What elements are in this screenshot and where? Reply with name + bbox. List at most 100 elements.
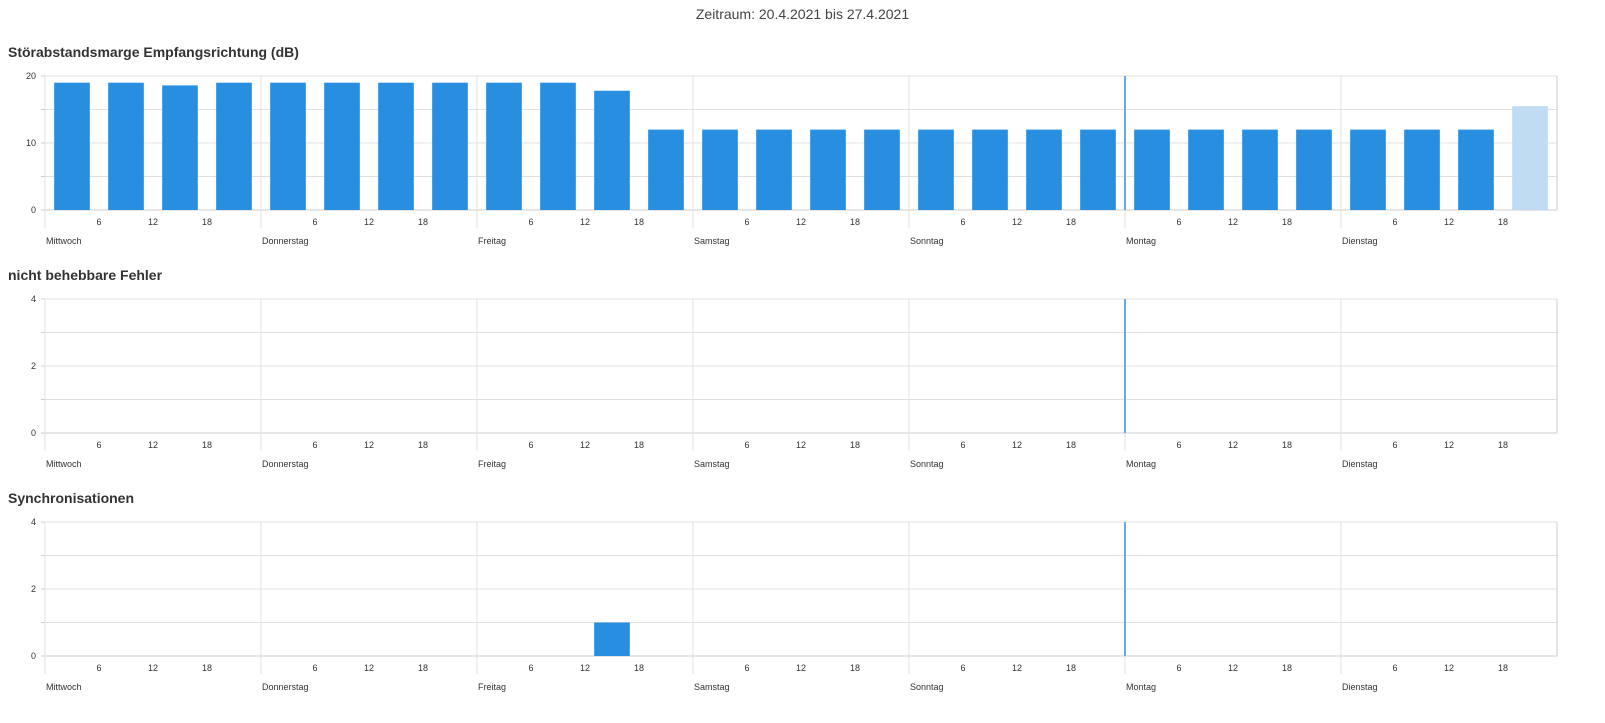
bar xyxy=(972,129,1008,210)
bar xyxy=(648,129,684,210)
day-label: Freitag xyxy=(478,236,506,246)
hour-tick-label: 18 xyxy=(1498,217,1508,227)
hour-tick-label: 6 xyxy=(312,663,317,673)
bar xyxy=(1350,129,1386,210)
hour-tick-label: 12 xyxy=(364,663,374,673)
day-label: Freitag xyxy=(478,459,506,469)
bar xyxy=(162,85,198,210)
hour-tick-label: 12 xyxy=(148,440,158,450)
day-label: Samstag xyxy=(694,682,730,692)
chart-title-sync: Synchronisationen xyxy=(8,490,135,506)
hour-tick-label: 18 xyxy=(418,217,428,227)
bar xyxy=(594,90,630,210)
hour-tick-label: 18 xyxy=(634,663,644,673)
hour-tick-label: 18 xyxy=(1066,663,1076,673)
hour-tick-label: 18 xyxy=(850,663,860,673)
hour-tick-label: 18 xyxy=(1282,440,1292,450)
hour-tick-label: 18 xyxy=(634,440,644,450)
hour-tick-label: 18 xyxy=(1066,440,1076,450)
day-label: Freitag xyxy=(478,682,506,692)
hour-tick-label: 12 xyxy=(580,440,590,450)
hour-tick-label: 18 xyxy=(418,663,428,673)
hour-tick-label: 18 xyxy=(634,217,644,227)
y-tick-label: 4 xyxy=(31,294,36,304)
day-label: Donnerstag xyxy=(262,682,309,692)
hour-tick-label: 6 xyxy=(960,663,965,673)
hour-tick-label: 12 xyxy=(1228,217,1238,227)
hour-tick-label: 12 xyxy=(1012,440,1022,450)
day-label: Dienstag xyxy=(1342,459,1378,469)
hour-tick-label: 6 xyxy=(528,440,533,450)
bar xyxy=(1026,129,1062,210)
day-label: Donnerstag xyxy=(262,459,309,469)
chart-title-errors: nicht behebbare Fehler xyxy=(8,267,163,283)
bar xyxy=(540,82,576,210)
hour-tick-label: 6 xyxy=(1176,440,1181,450)
hour-tick-label: 12 xyxy=(1444,217,1454,227)
bar xyxy=(108,82,144,210)
bar xyxy=(1458,129,1494,210)
bar xyxy=(1080,129,1116,210)
hour-tick-label: 12 xyxy=(1228,663,1238,673)
day-label: Montag xyxy=(1126,236,1156,246)
bar xyxy=(270,82,306,210)
hour-tick-label: 6 xyxy=(1392,217,1397,227)
day-label: Montag xyxy=(1126,459,1156,469)
hour-tick-label: 12 xyxy=(1228,440,1238,450)
hour-tick-label: 6 xyxy=(960,440,965,450)
hour-tick-label: 6 xyxy=(528,663,533,673)
bar xyxy=(54,82,90,210)
hour-tick-label: 12 xyxy=(796,663,806,673)
chart-title-snr: Störabstandsmarge Empfangsrichtung (dB) xyxy=(8,44,299,60)
hour-tick-label: 18 xyxy=(1282,663,1292,673)
hour-tick-label: 6 xyxy=(1176,217,1181,227)
bar xyxy=(1134,129,1170,210)
day-label: Mittwoch xyxy=(46,459,82,469)
hour-tick-label: 12 xyxy=(580,663,590,673)
hour-tick-label: 6 xyxy=(744,663,749,673)
hour-tick-label: 6 xyxy=(96,217,101,227)
hour-tick-label: 12 xyxy=(148,663,158,673)
day-label: Sonntag xyxy=(910,682,944,692)
day-label: Mittwoch xyxy=(46,236,82,246)
hour-tick-label: 6 xyxy=(1176,663,1181,673)
hour-tick-label: 12 xyxy=(148,217,158,227)
bar xyxy=(702,129,738,210)
hour-tick-label: 18 xyxy=(202,663,212,673)
hour-tick-label: 12 xyxy=(1012,217,1022,227)
hour-tick-label: 18 xyxy=(1282,217,1292,227)
hour-tick-label: 6 xyxy=(312,440,317,450)
bar xyxy=(594,622,630,656)
hour-tick-label: 18 xyxy=(418,440,428,450)
hour-tick-label: 12 xyxy=(364,217,374,227)
hour-tick-label: 12 xyxy=(1444,663,1454,673)
y-tick-label: 0 xyxy=(31,205,36,215)
hour-tick-label: 6 xyxy=(1392,663,1397,673)
bar xyxy=(864,129,900,210)
bar-partial xyxy=(1512,106,1548,210)
day-label: Donnerstag xyxy=(262,236,309,246)
hour-tick-label: 12 xyxy=(580,217,590,227)
day-label: Sonntag xyxy=(910,236,944,246)
bar xyxy=(432,82,468,210)
hour-tick-label: 6 xyxy=(744,217,749,227)
y-tick-label: 2 xyxy=(31,361,36,371)
bar xyxy=(810,129,846,210)
bar xyxy=(918,129,954,210)
bar xyxy=(1404,129,1440,210)
y-tick-label: 4 xyxy=(31,517,36,527)
y-tick-label: 0 xyxy=(31,428,36,438)
hour-tick-label: 18 xyxy=(850,217,860,227)
hour-tick-label: 6 xyxy=(528,217,533,227)
hour-tick-label: 6 xyxy=(1392,440,1397,450)
bar xyxy=(1296,129,1332,210)
period-label: Zeitraum: 20.4.2021 bis 27.4.2021 xyxy=(695,6,910,22)
day-label: Dienstag xyxy=(1342,682,1378,692)
hour-tick-label: 18 xyxy=(1066,217,1076,227)
hour-tick-label: 6 xyxy=(96,440,101,450)
y-tick-label: 10 xyxy=(26,138,36,148)
hour-tick-label: 18 xyxy=(850,440,860,450)
